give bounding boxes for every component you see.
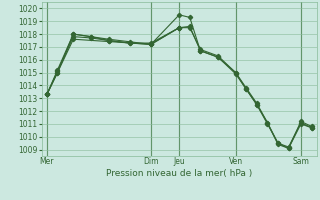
X-axis label: Pression niveau de la mer( hPa ): Pression niveau de la mer( hPa ) (106, 169, 252, 178)
